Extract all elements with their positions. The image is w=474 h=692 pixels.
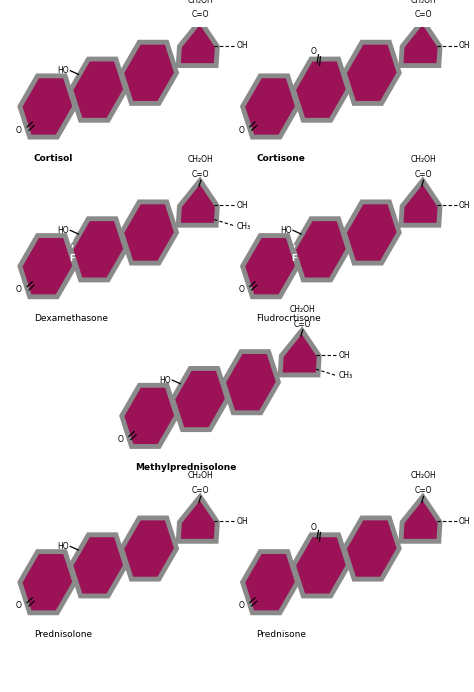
Text: O: O bbox=[16, 601, 22, 610]
Text: CH₂OH: CH₂OH bbox=[290, 305, 316, 314]
Text: HO: HO bbox=[281, 226, 292, 235]
Polygon shape bbox=[223, 352, 278, 413]
Text: CH₃: CH₃ bbox=[338, 372, 352, 381]
Polygon shape bbox=[173, 368, 228, 430]
Polygon shape bbox=[178, 181, 218, 226]
Polygon shape bbox=[293, 535, 348, 596]
Polygon shape bbox=[401, 21, 440, 66]
Polygon shape bbox=[20, 235, 75, 297]
Polygon shape bbox=[121, 518, 176, 579]
Polygon shape bbox=[71, 59, 126, 120]
Polygon shape bbox=[401, 181, 440, 226]
Text: OH: OH bbox=[237, 517, 248, 526]
Text: Fludrocrtisone: Fludrocrtisone bbox=[256, 313, 321, 322]
Polygon shape bbox=[293, 59, 348, 120]
Polygon shape bbox=[20, 552, 75, 613]
Polygon shape bbox=[71, 535, 126, 596]
Polygon shape bbox=[71, 219, 126, 280]
Text: OH: OH bbox=[459, 201, 471, 210]
Text: Cortisone: Cortisone bbox=[256, 154, 305, 163]
Text: C=O: C=O bbox=[415, 170, 432, 179]
Text: HO: HO bbox=[58, 542, 69, 551]
Text: Methylprednisolone: Methylprednisolone bbox=[136, 464, 237, 473]
Text: CH₂OH: CH₂OH bbox=[188, 471, 214, 480]
Text: C=O: C=O bbox=[415, 10, 432, 19]
Polygon shape bbox=[121, 42, 176, 103]
Text: CH₂OH: CH₂OH bbox=[188, 155, 214, 164]
Text: CH₂OH: CH₂OH bbox=[410, 471, 437, 480]
Polygon shape bbox=[178, 21, 218, 66]
Text: C=O: C=O bbox=[192, 486, 210, 495]
Polygon shape bbox=[344, 42, 399, 103]
Polygon shape bbox=[401, 497, 440, 541]
Text: C=O: C=O bbox=[415, 486, 432, 495]
Text: HO: HO bbox=[58, 66, 69, 75]
Text: O: O bbox=[311, 47, 317, 56]
Text: HO: HO bbox=[58, 226, 69, 235]
Polygon shape bbox=[20, 76, 75, 137]
Text: Dexamethasone: Dexamethasone bbox=[34, 313, 108, 322]
Text: CH₂OH: CH₂OH bbox=[188, 0, 214, 5]
Polygon shape bbox=[178, 497, 218, 541]
Text: O: O bbox=[239, 285, 245, 294]
Text: Cortisol: Cortisol bbox=[34, 154, 73, 163]
Text: F: F bbox=[69, 254, 74, 263]
Text: O: O bbox=[239, 126, 245, 135]
Polygon shape bbox=[243, 552, 298, 613]
Polygon shape bbox=[243, 76, 298, 137]
Polygon shape bbox=[280, 330, 319, 375]
Text: C=O: C=O bbox=[192, 170, 210, 179]
Text: OH: OH bbox=[459, 517, 471, 526]
Text: C=O: C=O bbox=[192, 10, 210, 19]
Polygon shape bbox=[344, 202, 399, 263]
Polygon shape bbox=[293, 219, 348, 280]
Text: OH: OH bbox=[338, 351, 350, 360]
Text: CH₂OH: CH₂OH bbox=[410, 0, 437, 5]
Polygon shape bbox=[121, 202, 176, 263]
Text: CH₃: CH₃ bbox=[237, 221, 250, 230]
Text: O: O bbox=[239, 601, 245, 610]
Text: HO: HO bbox=[160, 376, 171, 385]
Text: O: O bbox=[16, 285, 22, 294]
Text: O: O bbox=[118, 435, 124, 444]
Polygon shape bbox=[243, 235, 298, 297]
Text: O: O bbox=[16, 126, 22, 135]
Text: C=O: C=O bbox=[294, 320, 311, 329]
Text: OH: OH bbox=[237, 201, 248, 210]
Text: Prednisone: Prednisone bbox=[256, 630, 306, 639]
Text: O: O bbox=[311, 522, 317, 531]
Text: OH: OH bbox=[237, 42, 248, 51]
Text: CH₂OH: CH₂OH bbox=[410, 155, 437, 164]
Text: OH: OH bbox=[459, 42, 471, 51]
Polygon shape bbox=[344, 518, 399, 579]
Text: Prednisolone: Prednisolone bbox=[34, 630, 92, 639]
Text: F: F bbox=[292, 254, 297, 263]
Polygon shape bbox=[122, 385, 177, 446]
